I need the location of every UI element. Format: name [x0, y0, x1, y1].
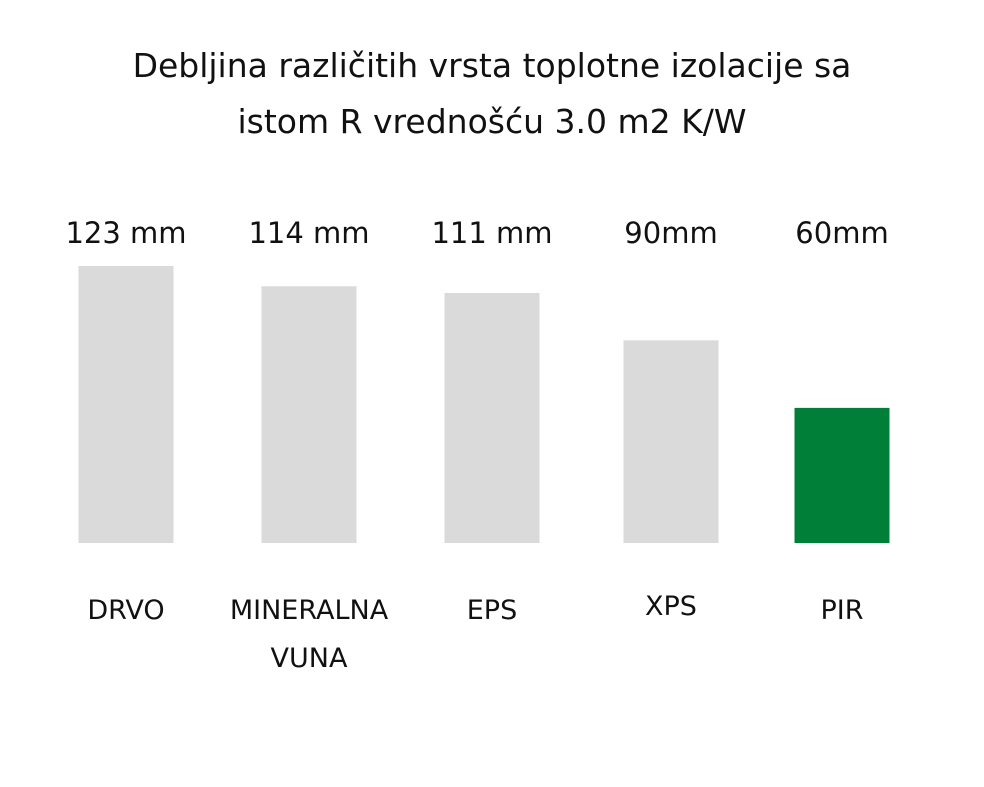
value-label: 123 mm [65, 216, 186, 250]
value-label: 90mm [624, 216, 717, 250]
bar-pir [794, 407, 890, 543]
category-label: MINERALNA [230, 595, 389, 626]
category-label: DRVO [87, 595, 164, 626]
bar-xps [623, 340, 719, 543]
bar-mineralna-vuna [261, 286, 357, 543]
value-label: 111 mm [431, 216, 552, 250]
bar-eps [444, 293, 540, 543]
bars-layer [78, 266, 890, 543]
value-labels-layer: 123 mm 114 mm 111 mm 90mm 60mm [65, 216, 888, 250]
chart-title-line-1: Debljina različitih vrsta toplotne izola… [132, 46, 852, 85]
category-label: PIR [820, 595, 863, 626]
value-label: 60mm [795, 216, 888, 250]
bar-drvo [78, 266, 174, 543]
category-label: XPS [645, 591, 697, 622]
category-label: VUNA [271, 643, 348, 674]
value-label: 114 mm [248, 216, 369, 250]
category-labels-layer: DRVO MINERALNA VUNA EPS XPS PIR [87, 591, 863, 674]
chart-title-line-2: istom R vrednošću 3.0 m2 K/W [237, 102, 747, 141]
category-label: EPS [467, 595, 517, 626]
